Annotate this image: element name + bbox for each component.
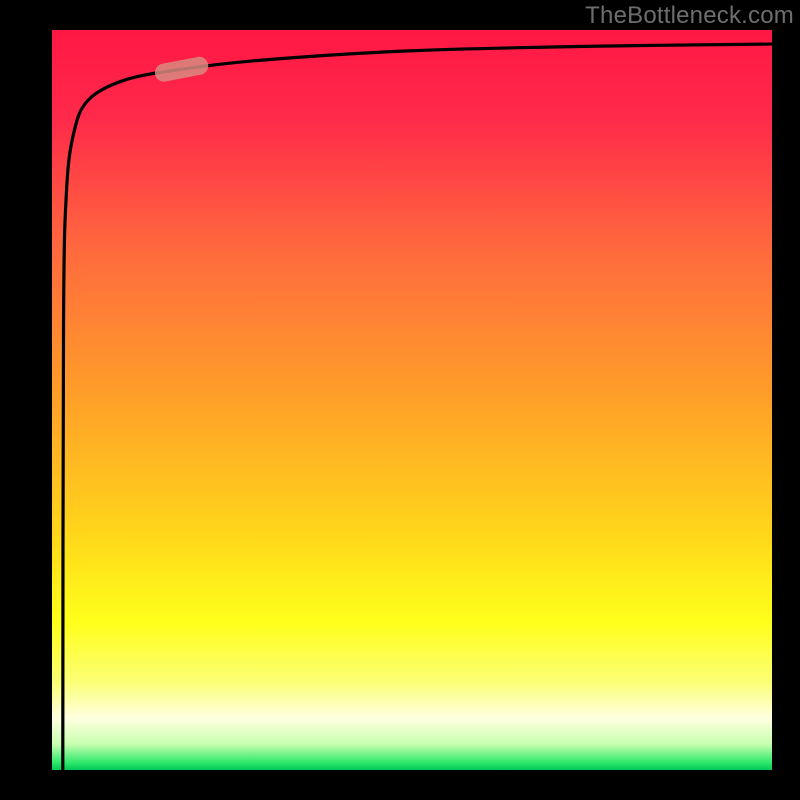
gradient-background xyxy=(52,30,772,770)
watermark-text: TheBottleneck.com xyxy=(585,2,794,30)
chart-svg xyxy=(0,0,800,800)
figure-root: TheBottleneck.com xyxy=(0,0,800,800)
